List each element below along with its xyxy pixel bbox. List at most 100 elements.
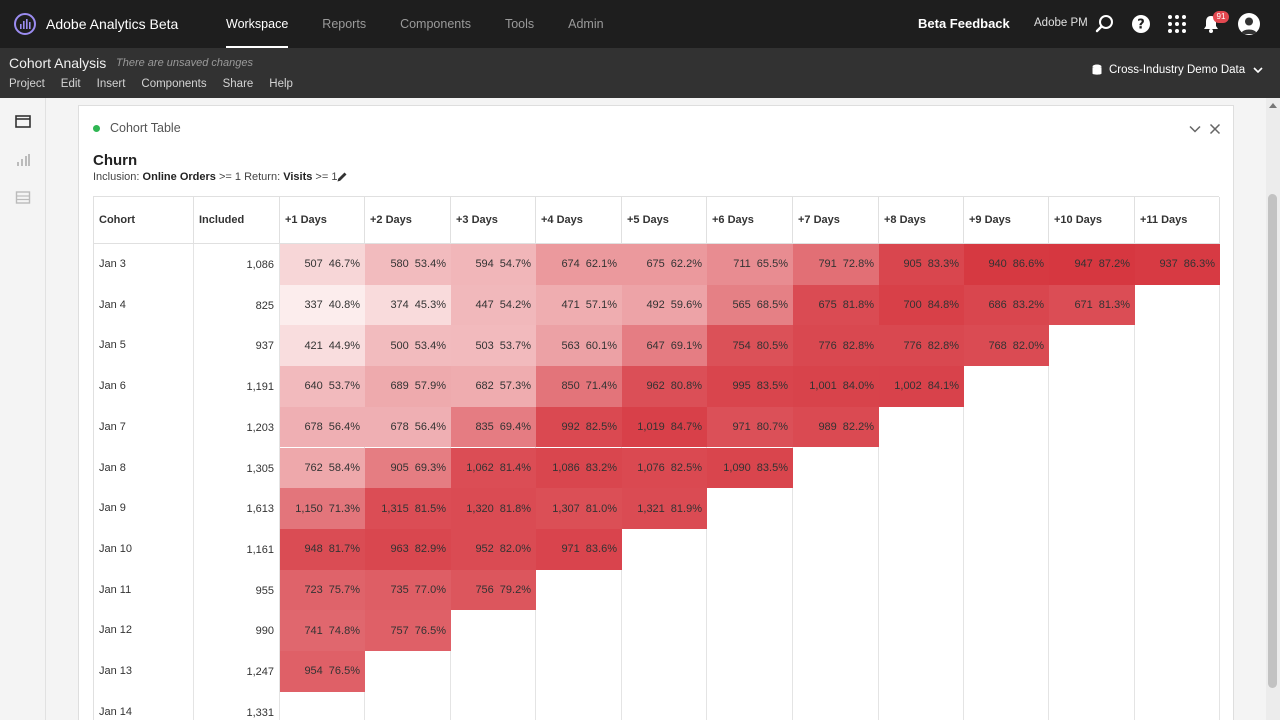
- menu-project[interactable]: Project: [9, 78, 45, 90]
- cohort-cell[interactable]: 1,320 81.8%: [451, 488, 536, 529]
- column-header[interactable]: +2 Days: [365, 197, 451, 244]
- cohort-cell[interactable]: 647 69.1%: [622, 325, 707, 367]
- cohort-cell[interactable]: 374 45.3%: [365, 284, 451, 326]
- cohort-cell[interactable]: 1,321 81.9%: [622, 488, 707, 529]
- cohort-cell[interactable]: 971 83.6%: [536, 528, 622, 570]
- cohort-cell[interactable]: 471 57.1%: [536, 284, 622, 326]
- cohort-cell[interactable]: 963 82.9%: [365, 528, 451, 570]
- cohort-row-label[interactable]: Jan 7: [99, 420, 126, 433]
- menu-edit[interactable]: Edit: [60, 78, 81, 90]
- cohort-cell[interactable]: 992 82.5%: [536, 406, 622, 448]
- cohort-cell[interactable]: 947 87.2%: [1049, 244, 1135, 285]
- menu-help[interactable]: Help: [269, 78, 293, 90]
- cohort-cell[interactable]: 791 72.8%: [793, 244, 879, 285]
- org-switcher[interactable]: Adobe PM: [1034, 17, 1088, 29]
- cohort-cell[interactable]: 1,076 82.5%: [622, 447, 707, 489]
- cohort-row-label[interactable]: Jan 9: [99, 502, 126, 515]
- cohort-cell[interactable]: 580 53.4%: [365, 244, 451, 285]
- cohort-cell[interactable]: 1,315 81.5%: [365, 488, 451, 529]
- cohort-cell[interactable]: 954 76.5%: [280, 651, 365, 692]
- cohort-cell[interactable]: 741 74.8%: [280, 610, 365, 651]
- cohort-row-label[interactable]: Jan 10: [99, 542, 133, 555]
- collapse-chevron-icon[interactable]: [1188, 122, 1202, 136]
- menu-insert[interactable]: Insert: [96, 78, 126, 90]
- cohort-cell[interactable]: 678 56.4%: [365, 406, 451, 448]
- cohort-cell[interactable]: 735 77.0%: [365, 569, 451, 611]
- cohort-cell[interactable]: 948 81.7%: [280, 528, 365, 570]
- column-header[interactable]: +9 Days: [964, 197, 1049, 244]
- column-header[interactable]: Included: [194, 197, 280, 244]
- visualizations-icon[interactable]: [15, 152, 31, 168]
- cohort-cell[interactable]: 1,019 84.7%: [622, 406, 707, 448]
- cohort-cell[interactable]: 686 83.2%: [964, 284, 1049, 326]
- cohort-cell[interactable]: 754 80.5%: [707, 325, 793, 367]
- cohort-cell[interactable]: 711 65.5%: [707, 244, 793, 285]
- cohort-row-label[interactable]: Jan 8: [99, 461, 126, 474]
- cohort-cell[interactable]: 905 69.3%: [365, 447, 451, 489]
- cohort-cell[interactable]: 500 53.4%: [365, 325, 451, 367]
- column-header[interactable]: +3 Days: [451, 197, 536, 244]
- cohort-cell[interactable]: 995 83.5%: [707, 366, 793, 407]
- cohort-cell[interactable]: 1,001 84.0%: [793, 366, 879, 407]
- search-icon[interactable]: [1094, 13, 1116, 35]
- cohort-cell[interactable]: 1,307 81.0%: [536, 488, 622, 529]
- cohort-cell[interactable]: 507 46.7%: [280, 244, 365, 285]
- cohort-cell[interactable]: 447 54.2%: [451, 284, 536, 326]
- cohort-cell[interactable]: 337 40.8%: [280, 284, 365, 326]
- apps-grid-icon[interactable]: [1166, 13, 1188, 35]
- nav-components[interactable]: Components: [400, 17, 471, 31]
- cohort-row-label[interactable]: Jan 5: [99, 339, 126, 352]
- project-title[interactable]: Cohort Analysis: [9, 55, 107, 71]
- cohort-cell[interactable]: 776 82.8%: [879, 325, 964, 367]
- cohort-cell[interactable]: 503 53.7%: [451, 325, 536, 367]
- edit-pencil-icon[interactable]: [336, 171, 348, 183]
- cohort-cell[interactable]: 594 54.7%: [451, 244, 536, 285]
- cohort-cell[interactable]: 1,090 83.5%: [707, 447, 793, 489]
- menu-share[interactable]: Share: [222, 78, 254, 90]
- cohort-cell[interactable]: 723 75.7%: [280, 569, 365, 611]
- cohort-cell[interactable]: 757 76.5%: [365, 610, 451, 651]
- cohort-cell[interactable]: 640 53.7%: [280, 366, 365, 407]
- cohort-cell[interactable]: 768 82.0%: [964, 325, 1049, 367]
- close-icon[interactable]: [1208, 122, 1222, 136]
- cohort-cell[interactable]: 689 57.9%: [365, 366, 451, 407]
- cohort-row-label[interactable]: Jan 12: [99, 624, 133, 637]
- cohort-row-label[interactable]: Jan 3: [99, 258, 126, 270]
- column-header[interactable]: +1 Days: [280, 197, 365, 244]
- column-header[interactable]: +8 Days: [879, 197, 964, 244]
- cohort-cell[interactable]: 971 80.7%: [707, 406, 793, 448]
- cohort-cell[interactable]: 671 81.3%: [1049, 284, 1135, 326]
- cohort-cell[interactable]: 1,086 83.2%: [536, 447, 622, 489]
- cohort-cell[interactable]: 492 59.6%: [622, 284, 707, 326]
- cohort-cell[interactable]: 675 62.2%: [622, 244, 707, 285]
- column-header[interactable]: +5 Days: [622, 197, 707, 244]
- panel-title[interactable]: Cohort Table: [110, 121, 181, 135]
- nav-admin[interactable]: Admin: [568, 17, 604, 31]
- cohort-row-label[interactable]: Jan 6: [99, 380, 126, 393]
- cohort-row-label[interactable]: Jan 11: [99, 583, 132, 596]
- cohort-cell[interactable]: 835 69.4%: [451, 406, 536, 448]
- column-header[interactable]: +11 Days: [1135, 197, 1220, 244]
- cohort-cell[interactable]: 678 56.4%: [280, 406, 365, 448]
- column-header[interactable]: +4 Days: [536, 197, 622, 244]
- help-icon[interactable]: ?: [1130, 13, 1152, 35]
- cohort-cell[interactable]: 850 71.4%: [536, 366, 622, 407]
- cohort-row-label[interactable]: Jan 13: [99, 665, 133, 677]
- cohort-cell[interactable]: 776 82.8%: [793, 325, 879, 367]
- cohort-cell[interactable]: 756 79.2%: [451, 569, 536, 611]
- cohort-cell[interactable]: 905 83.3%: [879, 244, 964, 285]
- cohort-cell[interactable]: 674 62.1%: [536, 244, 622, 285]
- cohort-cell[interactable]: 563 60.1%: [536, 325, 622, 367]
- column-header[interactable]: +10 Days: [1049, 197, 1135, 244]
- cohort-cell[interactable]: 700 84.8%: [879, 284, 964, 326]
- user-avatar[interactable]: [1238, 13, 1260, 35]
- nav-reports[interactable]: Reports: [322, 17, 367, 31]
- scroll-up-arrow-icon[interactable]: [1269, 103, 1277, 108]
- cohort-cell[interactable]: 565 68.5%: [707, 284, 793, 326]
- cohort-cell[interactable]: 989 82.2%: [793, 406, 879, 448]
- beta-feedback-link[interactable]: Beta Feedback: [918, 16, 1010, 31]
- cohort-cell[interactable]: 962 80.8%: [622, 366, 707, 407]
- page-scrollbar[interactable]: [1266, 98, 1280, 720]
- cohort-cell[interactable]: 762 58.4%: [280, 447, 365, 489]
- cohort-cell[interactable]: 1,150 71.3%: [280, 488, 365, 529]
